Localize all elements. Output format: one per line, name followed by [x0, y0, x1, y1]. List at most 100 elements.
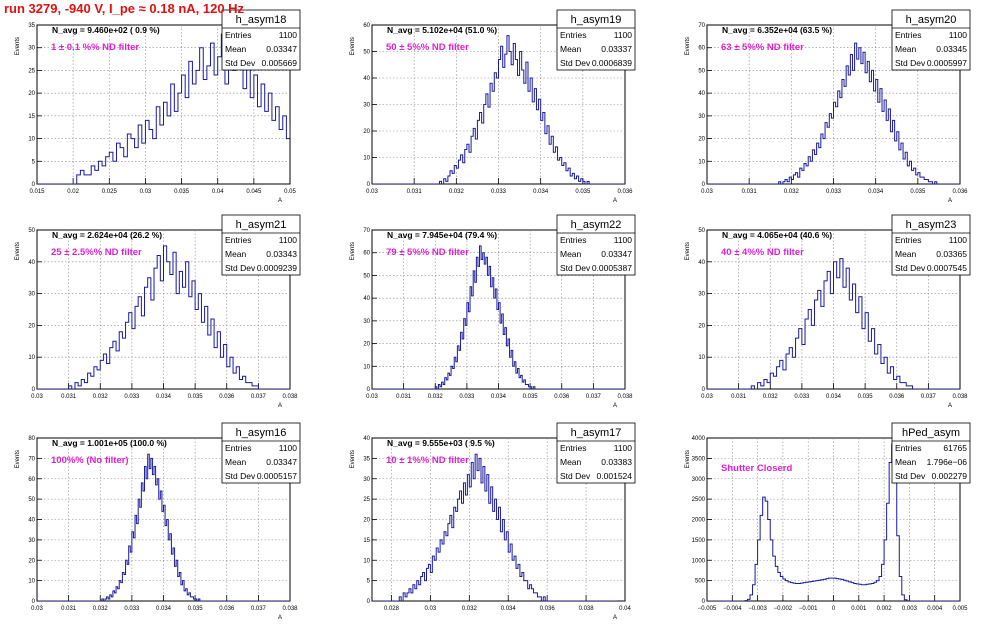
y-tick-label: 1000	[692, 558, 706, 564]
x-tick-label: 0.015	[29, 189, 45, 195]
stats-std-dev-label: Std Dev	[895, 58, 926, 68]
histogram-line	[372, 245, 625, 389]
x-tick-label: 0.02	[67, 189, 79, 195]
x-tick-label: 0.034	[491, 394, 507, 400]
histogram-name: h_asym16	[236, 427, 287, 439]
x-tick-label: 0.045	[246, 189, 262, 195]
x-tick-label: 0.037	[251, 606, 267, 612]
stats-entries-value: 1100	[614, 30, 633, 40]
x-tick-label: 0.032	[763, 394, 779, 400]
y-tick-label: 10	[363, 364, 370, 370]
y-tick-label: 10	[698, 159, 705, 165]
y-axis-label: Events	[685, 37, 691, 55]
histogram-panel-h_asym20: 0.03 0.031 0.032 0.033 0.034 0.035 0.036 0 10 20 3…	[685, 9, 971, 204]
stats-std-dev-label: Std Dev	[560, 263, 591, 273]
stats-entries-label: Entries	[560, 235, 586, 245]
stats-mean-label: Mean	[560, 457, 582, 467]
x-tick-label: 0.032	[784, 189, 800, 195]
stats-entries-label: Entries	[895, 235, 921, 245]
histogram-panel-h_asym21: 0.03 0.031 0.032 0.033 0.034 0.035 0.036 0.037 0…	[15, 214, 301, 409]
x-tick-label: 0.031	[731, 394, 747, 400]
x-tick-label: 0.038	[282, 606, 298, 612]
stats-mean-value: 0.03343	[266, 249, 297, 259]
histogram-line	[37, 33, 290, 184]
histogram-name: h_asym21	[236, 219, 287, 231]
x-tick-label: 0.031	[61, 394, 77, 400]
stats-std-dev-label: Std Dev	[895, 471, 926, 481]
stats-entries-label: Entries	[895, 443, 921, 453]
y-tick-label: 40	[28, 260, 35, 266]
stats-std-dev-label: Std Dev	[225, 471, 256, 481]
stats-mean-value: 0.03347	[266, 457, 297, 467]
x-axis-label: A	[613, 615, 617, 621]
x-tick-label: 0.035	[523, 394, 539, 400]
y-tick-label: 40	[698, 91, 705, 97]
y-tick-label: 0	[367, 599, 371, 605]
x-tick-label: 0.005	[952, 606, 968, 612]
y-tick-label: 50	[28, 497, 35, 503]
x-tick-label: 0.03	[31, 394, 43, 400]
filter-label: 25 ± 2.5%% ND filter	[51, 247, 142, 258]
x-tick-label: 0.03	[366, 394, 378, 400]
histogram-panel-h_asym23: 0.03 0.031 0.032 0.033 0.034 0.035 0.036 0.037 0…	[685, 214, 971, 409]
stats-mean-label: Mean	[895, 249, 917, 259]
x-tick-label: 0.03	[366, 189, 378, 195]
y-tick-label: 30	[363, 477, 370, 483]
x-tick-label: 0.04	[212, 189, 224, 195]
stats-mean-value: 0.03347	[601, 249, 632, 259]
y-tick-label: 50	[363, 50, 370, 56]
stats-entries-value: 1100	[279, 443, 298, 453]
stats-std-dev-value: 0.0007545	[927, 263, 967, 273]
y-tick-label: 40	[363, 76, 370, 82]
y-tick-label: 20	[698, 137, 705, 143]
stats-box	[221, 9, 301, 71]
y-tick-label: 40	[698, 260, 705, 266]
x-tick-label: 0.035	[188, 394, 204, 400]
y-tick-label: 30	[28, 292, 35, 298]
x-tick-label: 0.032	[449, 189, 465, 195]
y-axis-label: Events	[685, 450, 691, 468]
histogram-panel-hPed_asym: −0.005 −0.004 −0.003 −0.002 −0.001 0 0.001 0.00…	[685, 422, 971, 612]
y-axis-label: Events	[15, 242, 21, 260]
filter-label: 50 ± 5%% ND filter	[386, 42, 469, 53]
y-tick-label: 10	[363, 558, 370, 564]
filter-label: 79 ± 5%% ND filter	[386, 247, 469, 258]
x-tick-label: −0.003	[748, 606, 767, 612]
x-tick-label: 0.034	[826, 394, 842, 400]
y-tick-label: 70	[363, 228, 370, 234]
stats-mean-label: Mean	[560, 249, 582, 259]
x-tick-label: 0.038	[952, 394, 968, 400]
x-tick-label: 0.031	[396, 394, 412, 400]
x-tick-label: 0.001	[851, 606, 867, 612]
stats-std-dev-value: 0.0009239	[257, 263, 297, 273]
y-tick-label: 30	[28, 538, 35, 544]
x-tick-label: 0.036	[952, 189, 968, 195]
filter-label: 1 ± 0.1 %% ND filter	[51, 42, 139, 53]
stats-entries-label: Entries	[895, 30, 921, 40]
x-tick-label: 0.034	[156, 606, 172, 612]
x-tick-label: 0.035	[858, 394, 874, 400]
x-tick-label: 0.031	[407, 189, 423, 195]
navg-label: N_avg = 9.460e+02 ( 0.9 %)	[52, 25, 160, 35]
y-tick-label: 60	[363, 23, 370, 29]
x-tick-label: 0.035	[174, 189, 190, 195]
y-tick-label: 10	[28, 137, 35, 143]
stats-mean-value: 0.03337	[601, 44, 632, 54]
stats-mean-label: Mean	[225, 44, 247, 54]
y-tick-label: 30	[28, 46, 35, 52]
y-tick-label: 0	[32, 182, 36, 188]
x-tick-label: 0.032	[93, 606, 109, 612]
stats-box	[891, 422, 971, 484]
x-tick-label: 0.002	[877, 606, 893, 612]
x-tick-label: 0.034	[156, 394, 172, 400]
histogram-name: h_asym17	[571, 427, 622, 439]
histogram-name: h_asym20	[906, 14, 957, 26]
filter-label: 100%% (No filter)	[51, 455, 129, 466]
x-tick-label: 0.038	[282, 394, 298, 400]
y-tick-label: 20	[363, 518, 370, 524]
y-tick-label: 80	[28, 436, 35, 442]
x-tick-label: 0.035	[910, 189, 926, 195]
y-tick-label: 50	[28, 228, 35, 234]
stats-mean-label: Mean	[225, 457, 247, 467]
